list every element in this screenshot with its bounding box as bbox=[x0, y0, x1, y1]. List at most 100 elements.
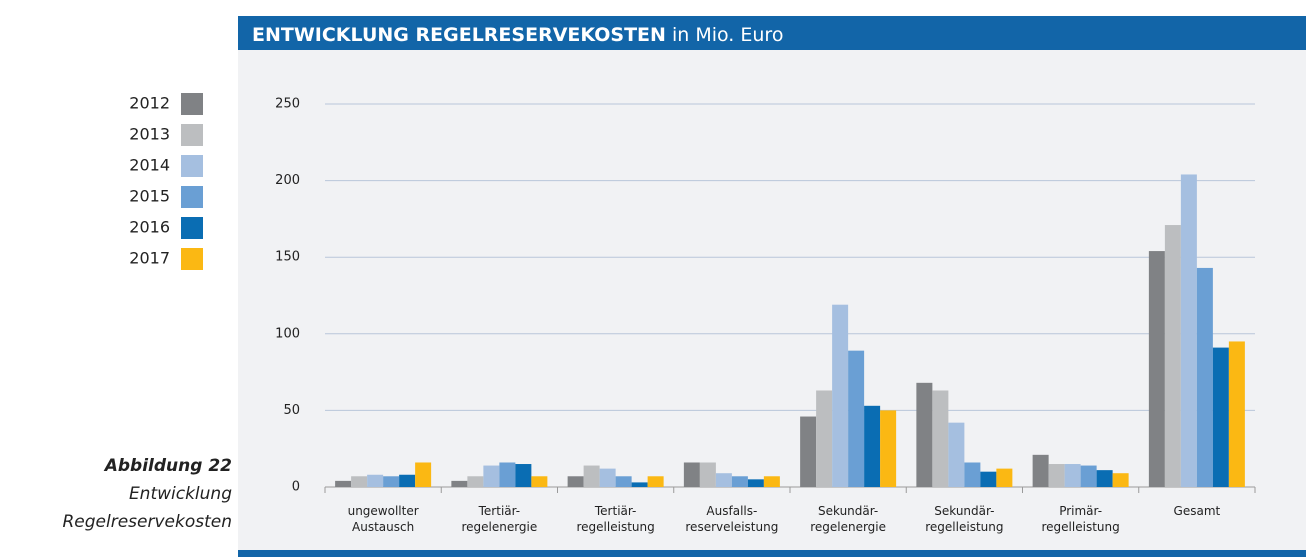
caption: Entwicklung bbox=[129, 484, 232, 504]
bar bbox=[615, 476, 632, 487]
bar bbox=[832, 304, 849, 487]
y-tick-label: 250 bbox=[275, 97, 300, 112]
plot-background bbox=[238, 50, 1306, 550]
bar bbox=[335, 480, 352, 487]
x-tick-label: Ausfalls-reserveleistung bbox=[685, 504, 778, 534]
bar bbox=[499, 462, 516, 487]
bar bbox=[864, 405, 881, 487]
bar bbox=[848, 350, 865, 487]
x-tick-label-line: Gesamt bbox=[1174, 504, 1221, 518]
bar bbox=[1112, 473, 1129, 487]
bar bbox=[1196, 267, 1213, 487]
x-tick-label-line: ungewollter bbox=[348, 504, 419, 518]
bar bbox=[531, 476, 548, 487]
x-tick-label-line: reserveleistung bbox=[685, 520, 778, 534]
x-tick-label-line: Primär- bbox=[1059, 504, 1102, 518]
x-tick-label-line: regelenergie bbox=[461, 520, 537, 534]
chart-subtitle: in Mio. Euro bbox=[672, 24, 783, 46]
bar bbox=[583, 465, 600, 487]
bar bbox=[367, 474, 384, 487]
bar bbox=[451, 480, 468, 487]
legend-label: 2014 bbox=[129, 156, 170, 175]
bar bbox=[599, 468, 616, 487]
x-tick-label-line: Sekundär- bbox=[934, 504, 994, 518]
bar bbox=[1212, 347, 1229, 487]
bar bbox=[415, 462, 432, 487]
bar bbox=[631, 482, 648, 487]
bar bbox=[351, 476, 368, 487]
bar bbox=[980, 471, 997, 487]
bar bbox=[932, 390, 949, 487]
x-tick-label: Tertiär-regelenergie bbox=[461, 504, 537, 534]
x-tick-label-line: Tertiär- bbox=[594, 504, 637, 518]
bar bbox=[880, 410, 897, 487]
bar bbox=[483, 465, 500, 487]
bar bbox=[715, 473, 732, 487]
x-tick-label: Tertiär-regelleistung bbox=[577, 504, 655, 534]
bar bbox=[1032, 454, 1049, 487]
legend-label: 2017 bbox=[129, 249, 170, 268]
bar bbox=[816, 390, 833, 487]
chart-title: ENTWICKLUNG REGELRESERVEKOSTEN bbox=[252, 24, 666, 46]
y-tick-label: 150 bbox=[275, 250, 300, 265]
bar bbox=[683, 462, 700, 487]
legend-swatch bbox=[181, 155, 203, 177]
legend-label: 2012 bbox=[129, 94, 170, 113]
bar bbox=[747, 479, 764, 487]
bar bbox=[515, 464, 532, 487]
bar bbox=[1080, 465, 1097, 487]
legend-label: 2016 bbox=[129, 218, 170, 237]
bar bbox=[467, 476, 484, 487]
legend-swatch bbox=[181, 186, 203, 208]
legend-swatch bbox=[181, 217, 203, 239]
header-bar bbox=[238, 16, 1306, 50]
bar bbox=[1228, 341, 1245, 487]
x-tick-label-line: regelleistung bbox=[925, 520, 1003, 534]
x-tick-label-line: regelleistung bbox=[577, 520, 655, 534]
x-tick-label: Gesamt bbox=[1174, 504, 1221, 518]
x-tick-label-line: regelleistung bbox=[1042, 520, 1120, 534]
bar bbox=[1048, 464, 1065, 487]
bar bbox=[731, 476, 748, 487]
bar bbox=[399, 474, 416, 487]
bar bbox=[567, 476, 584, 487]
footer-bar bbox=[238, 550, 1306, 557]
bar bbox=[800, 416, 817, 487]
y-tick-label: 100 bbox=[275, 326, 300, 341]
bar bbox=[964, 462, 981, 487]
x-tick-label: ungewollter Austausch bbox=[348, 504, 419, 534]
x-tick-label-line: Tertiär- bbox=[478, 504, 521, 518]
x-tick-label-line: Sekundär- bbox=[818, 504, 878, 518]
x-tick-label: Sekundär-regelleistung bbox=[925, 504, 1003, 534]
figure-label: Abbildung 22 bbox=[103, 456, 232, 476]
x-tick-label-line: Ausfalls- bbox=[706, 504, 757, 518]
y-tick-label: 50 bbox=[283, 403, 300, 418]
header: ENTWICKLUNG REGELRESERVEKOSTEN in Mio. E… bbox=[252, 24, 783, 46]
x-tick-label: Primär-regelleistung bbox=[1042, 504, 1120, 534]
bar bbox=[647, 476, 664, 487]
x-tick-label-line: Austausch bbox=[352, 520, 414, 534]
x-tick-label-line: regelenergie bbox=[810, 520, 886, 534]
legend-swatch bbox=[181, 248, 203, 270]
legend-swatch bbox=[181, 93, 203, 115]
bar bbox=[763, 476, 780, 487]
bar bbox=[996, 468, 1013, 487]
caption: Regelreservekosten bbox=[62, 512, 232, 532]
bar bbox=[383, 476, 400, 487]
bar bbox=[1148, 251, 1165, 487]
legend-label: 2015 bbox=[129, 187, 170, 206]
legend-swatch bbox=[181, 124, 203, 146]
x-tick-label: Sekundär-regelenergie bbox=[810, 504, 886, 534]
bar bbox=[1096, 470, 1113, 487]
bar bbox=[1064, 464, 1081, 487]
bar bbox=[699, 462, 716, 487]
bar bbox=[916, 382, 933, 487]
y-tick-label: 0 bbox=[292, 480, 300, 495]
y-tick-label: 200 bbox=[275, 173, 300, 188]
bar bbox=[948, 422, 965, 487]
legend-label: 2013 bbox=[129, 125, 170, 144]
bar bbox=[1164, 225, 1181, 487]
bar bbox=[1180, 174, 1197, 488]
